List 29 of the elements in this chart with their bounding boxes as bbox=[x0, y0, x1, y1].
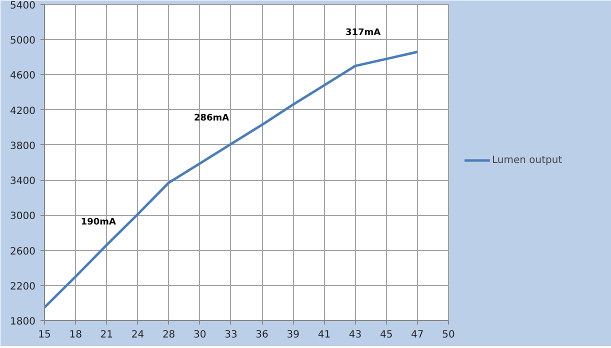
annotation: 286mA bbox=[194, 113, 230, 124]
y-tick-label: 3000 bbox=[10, 211, 36, 222]
y-tick-label: 5000 bbox=[10, 36, 36, 47]
y-tick-label: 1800 bbox=[10, 316, 36, 328]
x-tick-label: 24 bbox=[131, 330, 144, 340]
annotation: 317mA bbox=[345, 28, 381, 38]
y-tick-label: 4600 bbox=[10, 70, 36, 82]
y-tick-label: 4200 bbox=[10, 106, 36, 117]
x-tick-label: 15 bbox=[38, 330, 51, 340]
y-tick-label: 2600 bbox=[10, 246, 36, 258]
y-tick-label: 3800 bbox=[10, 140, 36, 152]
x-tick-label: 21 bbox=[100, 330, 114, 340]
x-tick-label: 30 bbox=[194, 330, 206, 340]
legend-label: Lumen output bbox=[492, 154, 562, 166]
x-tick-label: 43 bbox=[348, 330, 362, 340]
annotation: 190mA bbox=[80, 218, 116, 228]
x-tick-label: 28 bbox=[162, 330, 176, 340]
y-tick-label: 3400 bbox=[10, 176, 36, 188]
x-tick-label: 50 bbox=[442, 330, 455, 340]
x-tick-label: 45 bbox=[380, 330, 393, 340]
x-tick-label: 41 bbox=[318, 330, 331, 340]
x-tick-label: 33 bbox=[224, 330, 238, 340]
x-tick-label: 36 bbox=[256, 330, 268, 340]
x-tick-label: 18 bbox=[69, 330, 82, 340]
x-tick-label: 47 bbox=[411, 330, 424, 340]
line-series bbox=[44, 50, 419, 309]
y-tick-label: 2200 bbox=[10, 281, 36, 292]
x-tick-label: 39 bbox=[286, 330, 300, 340]
y-tick-label: 5400 bbox=[10, 0, 36, 12]
